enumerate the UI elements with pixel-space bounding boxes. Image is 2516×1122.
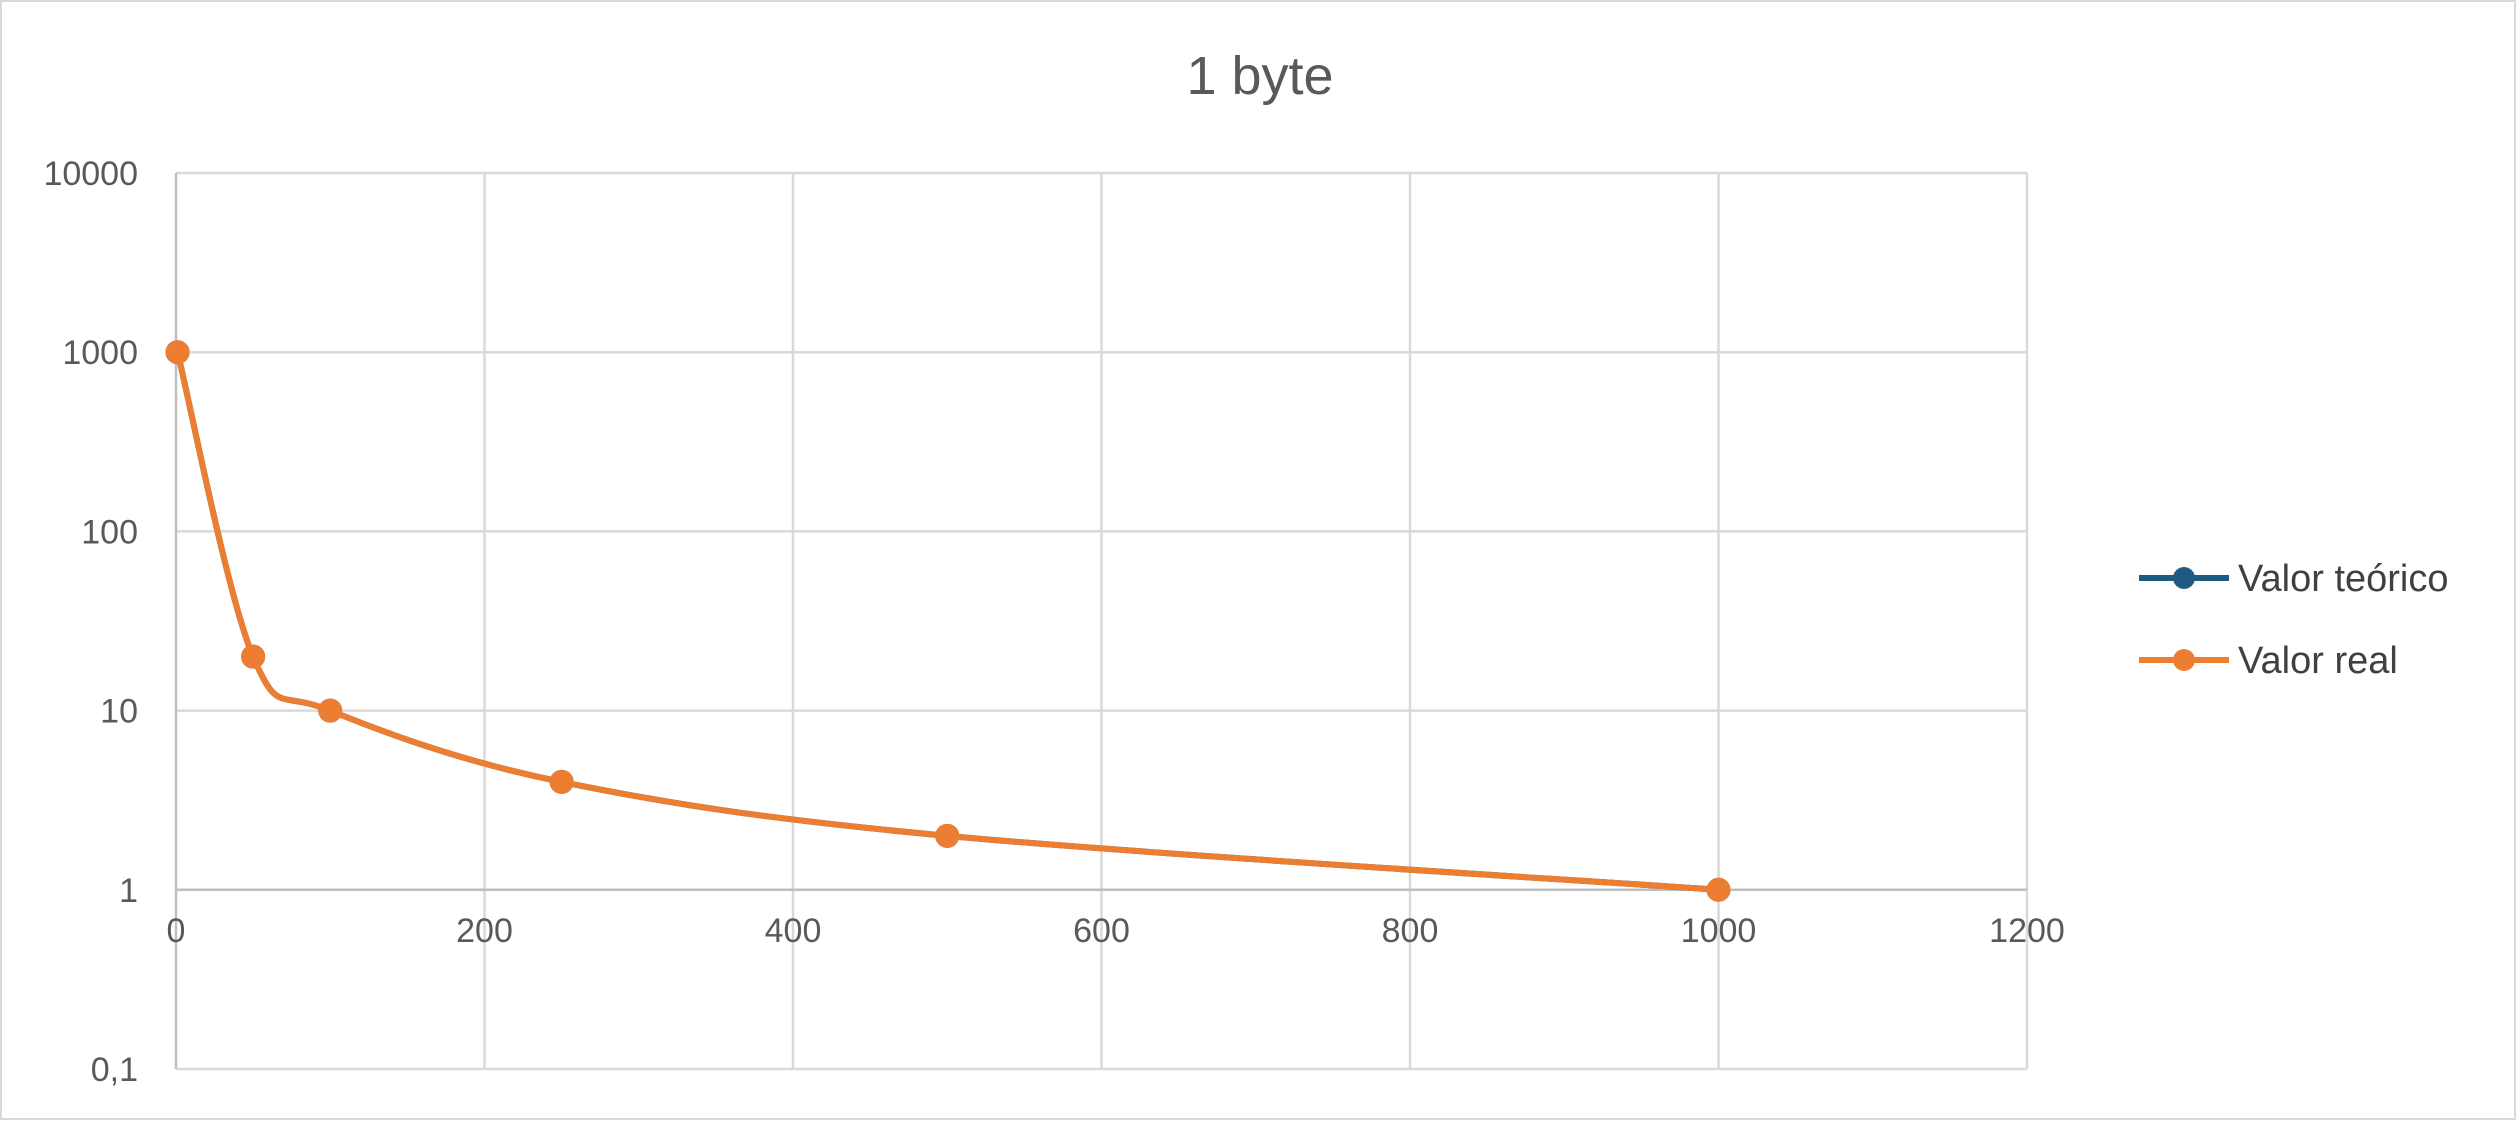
x-tick-label: 200 [456, 912, 513, 950]
data-point [1706, 877, 1731, 902]
y-tick-label: 10 [100, 693, 138, 731]
data-point [935, 823, 960, 848]
x-tick-label: 400 [765, 912, 822, 950]
data-point [165, 340, 190, 365]
y-tick-label: 0,1 [91, 1051, 138, 1089]
data-point [549, 769, 574, 794]
y-tick-label: 1000 [62, 334, 138, 372]
y-tick-label: 1 [119, 872, 138, 910]
grid [174, 171, 2029, 1071]
y-tick-label: 100 [81, 513, 138, 551]
y-tick-label: 10000 [43, 155, 138, 193]
legend: Valor teórico Valor real [2139, 558, 2449, 682]
data-point [318, 698, 343, 723]
x-tick-label: 800 [1382, 912, 1439, 950]
plot-series [165, 340, 1731, 902]
x-tick-label: 600 [1073, 912, 1130, 950]
x-tick-label: 1000 [1681, 912, 1757, 950]
legend-marker [2173, 649, 2195, 671]
legend-label: Valor real [2238, 640, 2398, 682]
series-line [174, 349, 1722, 893]
axes: 0,1 1 10 100 1000 10000 0 200 400 600 800 1000 1200 [43, 155, 2064, 1089]
x-tick-label: 1200 [1989, 912, 2065, 950]
x-tick-label: 0 [167, 912, 186, 950]
chart-title: 1 byte [1186, 46, 1333, 106]
series-line [174, 349, 1722, 893]
legend-marker [2173, 567, 2195, 589]
legend-label: Valor teórico [2238, 558, 2449, 600]
data-point [241, 644, 266, 669]
